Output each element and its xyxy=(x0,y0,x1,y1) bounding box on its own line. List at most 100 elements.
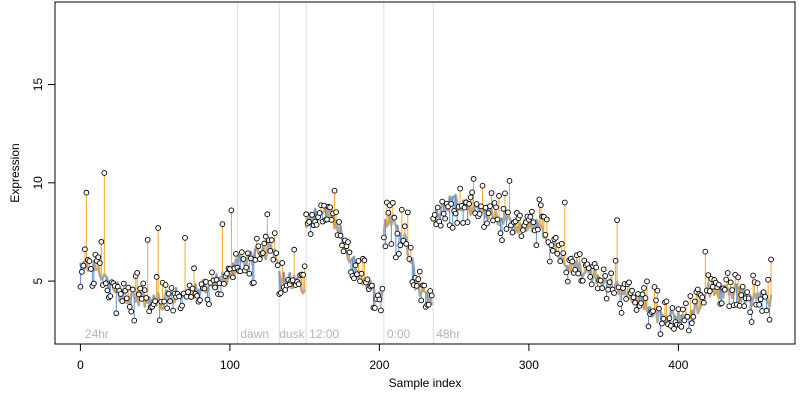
data-point xyxy=(644,278,650,285)
data-point xyxy=(239,249,245,255)
data-point xyxy=(723,276,730,283)
data-point xyxy=(656,305,662,312)
data-point xyxy=(357,278,363,285)
data-point xyxy=(221,280,227,287)
data-point xyxy=(757,296,764,303)
data-point xyxy=(309,211,315,218)
x-axis-label: Sample index xyxy=(389,376,462,390)
data-point xyxy=(376,296,383,303)
data-point xyxy=(346,249,353,256)
data-point xyxy=(538,202,544,209)
y-tick-label: 5 xyxy=(31,277,45,284)
data-point xyxy=(390,199,396,206)
data-point xyxy=(520,227,526,233)
data-point xyxy=(683,300,689,307)
data-point xyxy=(464,219,471,225)
data-point xyxy=(543,216,550,223)
data-point xyxy=(224,270,230,277)
data-point xyxy=(741,303,748,309)
data-point xyxy=(718,300,725,307)
data-point xyxy=(120,280,127,287)
data-point xyxy=(415,276,422,282)
data-point xyxy=(306,219,312,225)
segment-labels: 24hr dawn dusk 12:00 0:00 48hr xyxy=(85,327,460,341)
data-point xyxy=(102,280,109,287)
data-point xyxy=(256,256,263,262)
data-point xyxy=(176,293,182,300)
data-point xyxy=(291,246,298,253)
data-point xyxy=(421,282,428,289)
data-point xyxy=(593,264,600,271)
data-point xyxy=(168,285,175,291)
data-point xyxy=(128,308,135,315)
data-point xyxy=(479,182,486,189)
data-point xyxy=(466,200,472,207)
data-point xyxy=(91,280,97,287)
data-point xyxy=(494,216,501,223)
data-point xyxy=(259,250,266,256)
data-point xyxy=(369,282,375,289)
data-point xyxy=(645,323,652,330)
data-point xyxy=(726,303,733,310)
data-point xyxy=(588,281,595,288)
data-point xyxy=(381,234,387,241)
data-point xyxy=(630,294,637,301)
y-tick-label: 10 xyxy=(31,176,45,190)
data-point xyxy=(250,279,257,286)
data-point xyxy=(750,272,756,279)
data-point xyxy=(469,189,475,196)
data-point xyxy=(614,217,620,224)
data-points xyxy=(77,170,774,337)
data-point xyxy=(372,305,378,311)
data-point xyxy=(167,298,173,304)
data-point xyxy=(143,295,150,301)
data-point xyxy=(678,323,685,330)
data-point xyxy=(156,317,163,324)
data-point xyxy=(153,274,160,280)
data-point xyxy=(333,209,339,216)
data-point xyxy=(95,254,102,261)
data-point xyxy=(629,287,635,294)
data-point xyxy=(418,297,425,304)
data-point xyxy=(407,244,414,251)
data-point xyxy=(79,269,85,275)
data-point xyxy=(518,233,525,240)
data-point xyxy=(488,190,495,196)
data-point xyxy=(126,303,133,310)
data-point xyxy=(502,190,508,197)
data-point xyxy=(632,299,638,306)
data-point xyxy=(663,298,670,305)
data-point xyxy=(611,290,617,296)
data-point xyxy=(277,290,284,296)
data-point xyxy=(727,279,734,286)
data-point xyxy=(164,305,170,312)
data-point xyxy=(442,215,449,222)
data-point xyxy=(617,301,623,307)
data-point xyxy=(162,282,169,288)
data-point xyxy=(626,279,632,286)
data-point xyxy=(439,198,446,205)
data-point xyxy=(431,212,438,218)
x-tick-label: 100 xyxy=(220,358,240,372)
data-point xyxy=(264,211,271,218)
data-point xyxy=(706,288,713,294)
data-point xyxy=(131,317,138,324)
data-point xyxy=(262,233,269,240)
data-point xyxy=(638,300,644,306)
data-point xyxy=(270,256,277,263)
data-point xyxy=(729,287,736,293)
data-point xyxy=(564,278,571,285)
data-point xyxy=(748,319,755,325)
data-point xyxy=(763,307,770,314)
data-point xyxy=(766,316,773,323)
data-point xyxy=(201,285,208,292)
data-point xyxy=(209,269,215,276)
data-point xyxy=(497,230,504,237)
data-point xyxy=(721,286,728,293)
data-point xyxy=(129,286,136,293)
data-point xyxy=(671,325,677,332)
data-point xyxy=(715,281,722,288)
data-point xyxy=(575,270,582,277)
data-point xyxy=(233,250,239,257)
